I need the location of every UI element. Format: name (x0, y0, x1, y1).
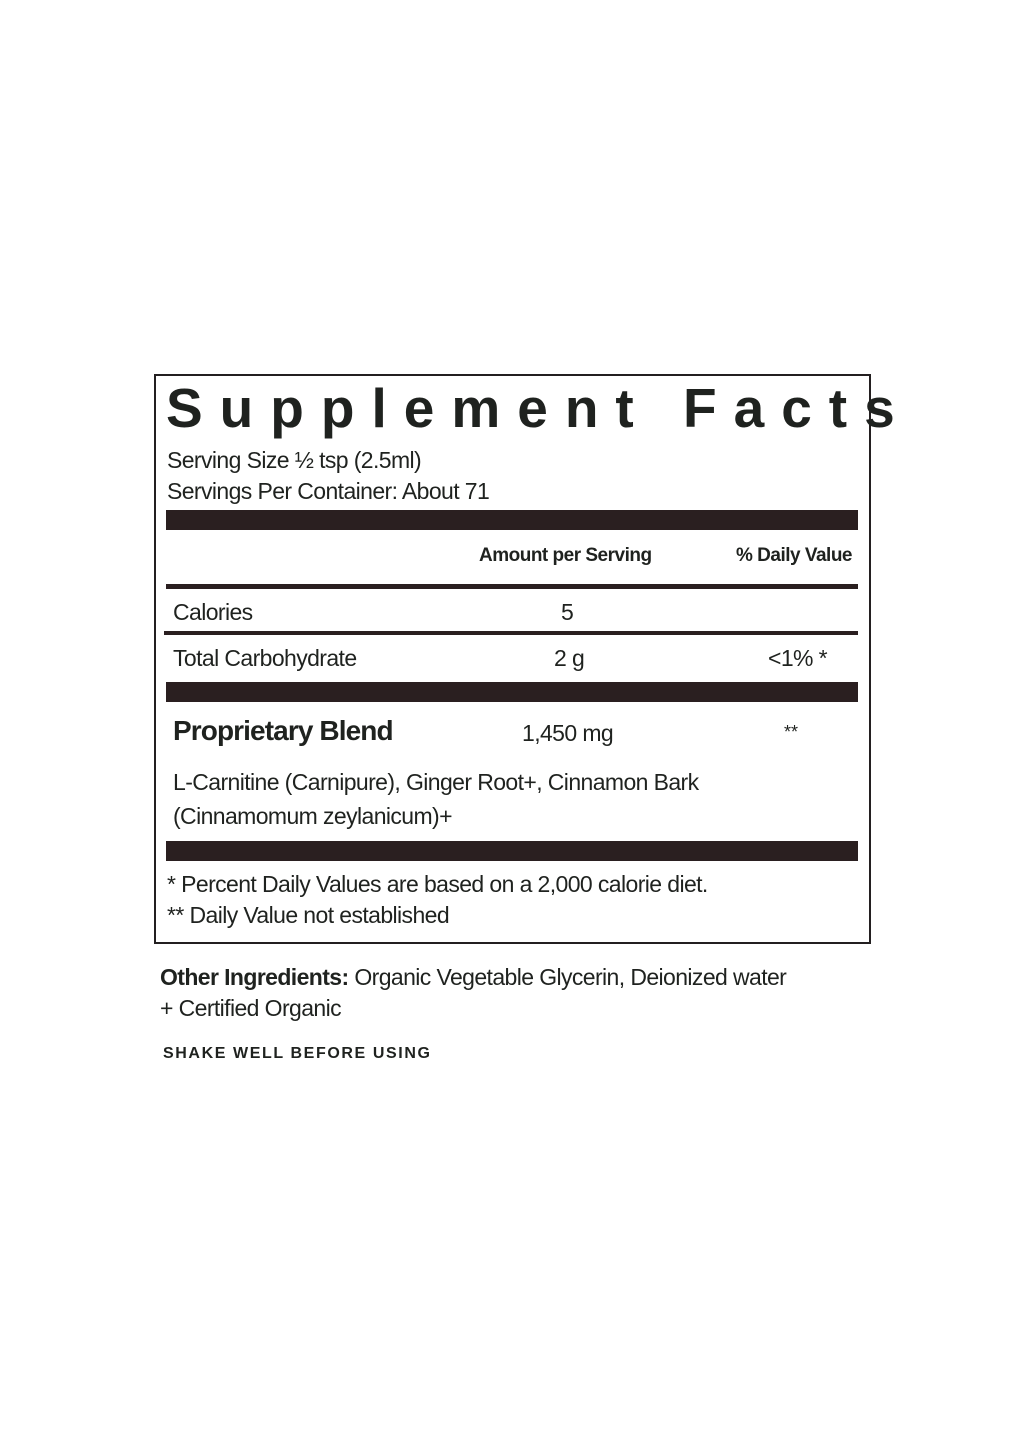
footnote-percent-dv: * Percent Daily Values are based on a 2,… (167, 871, 708, 897)
thick-divider (166, 510, 858, 530)
calories-amount: 5 (561, 599, 574, 625)
supplement-facts-panel (154, 374, 871, 944)
blend-dv: ** (784, 722, 799, 742)
panel-title: Supplement Facts (166, 377, 912, 439)
calories-label: Calories (173, 599, 253, 625)
blend-ingredients-cont: (Cinnamomum zeylanicum)+ (173, 803, 453, 829)
divider (164, 631, 858, 635)
serving-size: Serving Size ½ tsp (2.5ml) (167, 447, 422, 473)
carbohydrate-dv: <1% * (768, 645, 828, 671)
blend-amount: 1,450 mg (522, 720, 614, 746)
thick-divider (166, 841, 858, 861)
other-ingredients: Other Ingredients: Organic Vegetable Gly… (160, 964, 787, 991)
amount-header: Amount per Serving (479, 545, 652, 566)
divider (166, 584, 858, 589)
thick-divider (166, 682, 858, 702)
carbohydrate-label: Total Carbohydrate (173, 645, 357, 671)
servings-per-container: Servings Per Container: About 71 (167, 478, 490, 504)
other-ingredients-text: Organic Vegetable Glycerin, Deionized wa… (348, 964, 787, 990)
blend-name: Proprietary Blend (173, 715, 394, 746)
blend-ingredients: L-Carnitine (Carnipure), Ginger Root+, C… (173, 769, 699, 795)
carbohydrate-amount: 2 g (554, 645, 585, 671)
shake-instruction: SHAKE WELL BEFORE USING (163, 1045, 432, 1062)
daily-value-header: % Daily Value (735, 545, 853, 566)
other-ingredients-label: Other Ingredients: (160, 964, 349, 990)
certified-organic-note: + Certified Organic (160, 995, 342, 1021)
footnote-dv-not-established: ** Daily Value not established (167, 902, 450, 928)
